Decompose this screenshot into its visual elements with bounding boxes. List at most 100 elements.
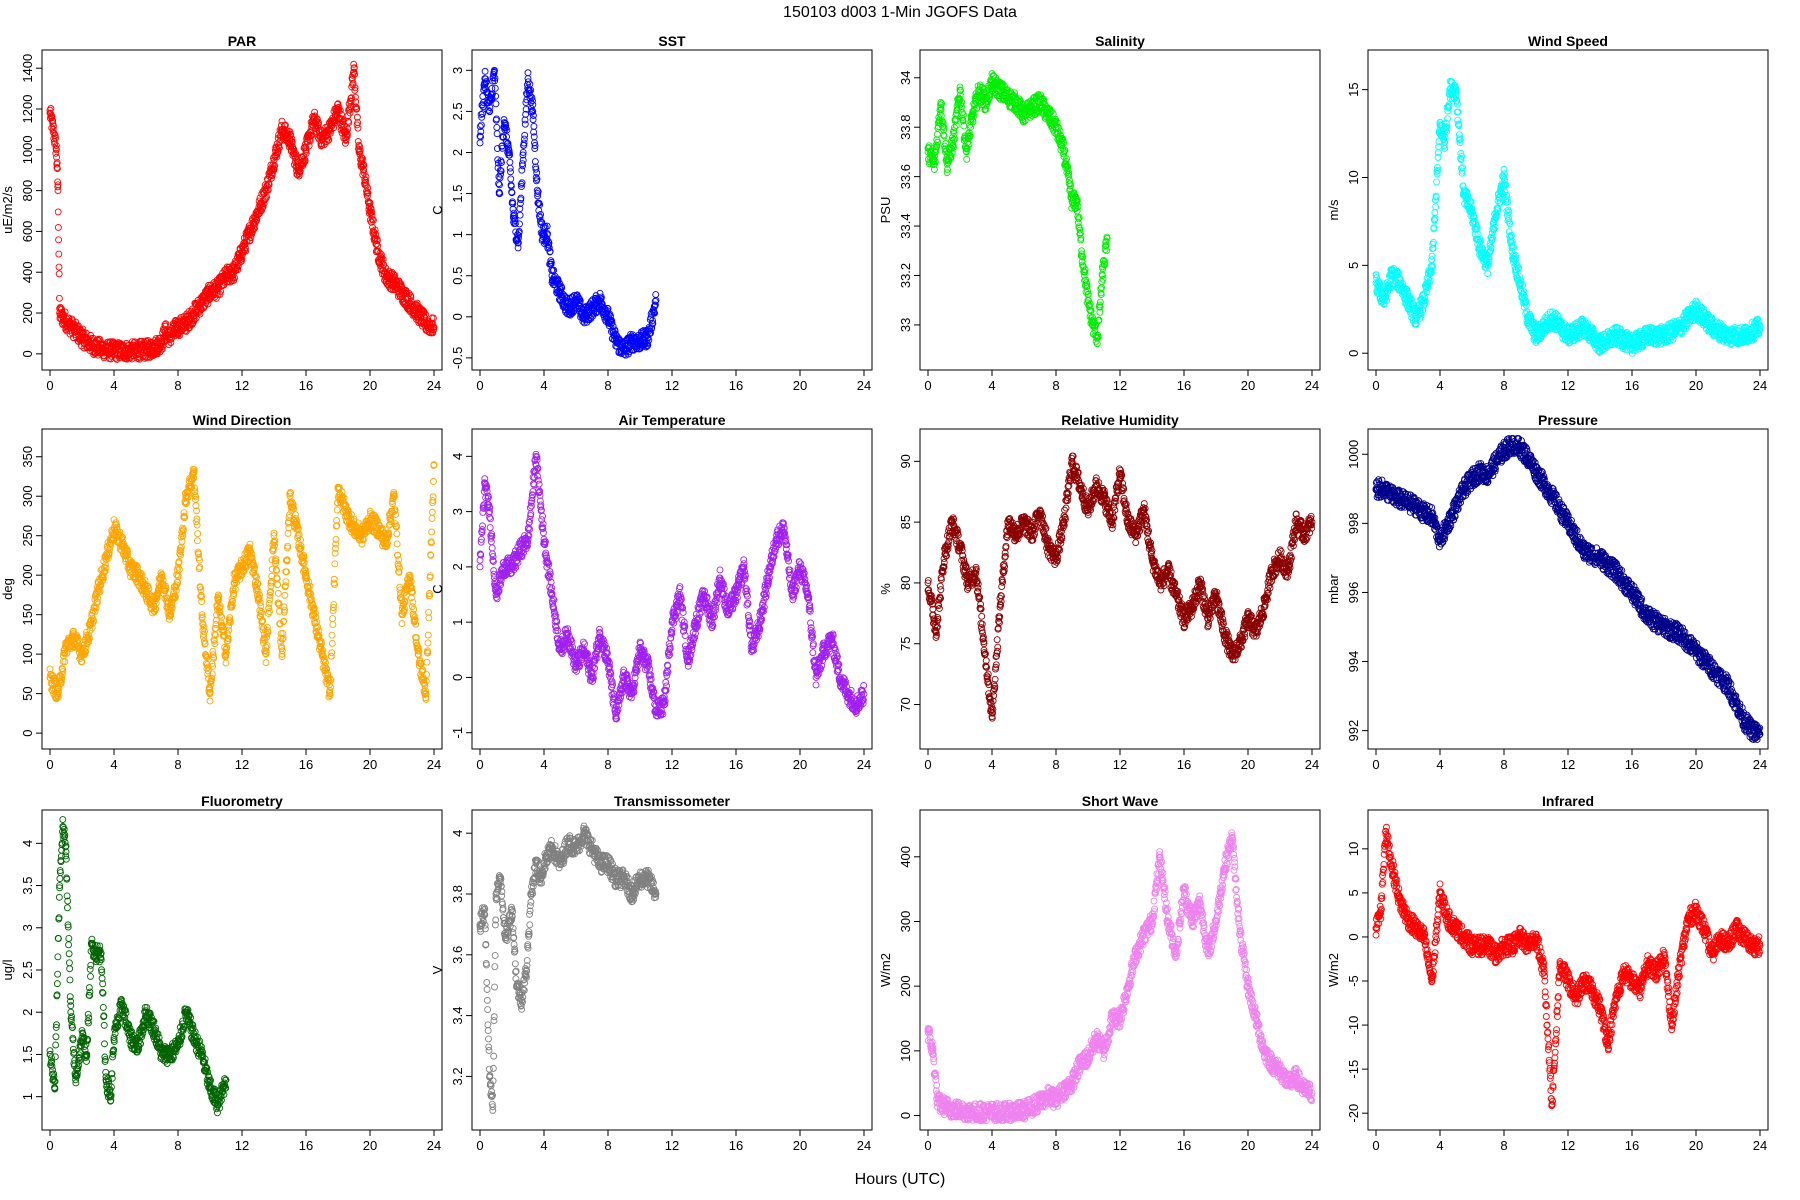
data-point <box>54 178 62 186</box>
data-point <box>52 145 60 152</box>
data-point <box>123 355 131 363</box>
data-point <box>1428 252 1436 260</box>
data-point <box>372 230 380 238</box>
y-tick-label: 0.5 <box>450 267 465 285</box>
y-axis-label: m/s <box>1326 199 1341 220</box>
data-point <box>292 150 300 158</box>
data-point <box>271 161 279 169</box>
x-tick-label: 12 <box>235 757 249 772</box>
data-point <box>530 122 538 130</box>
data-point <box>53 153 61 161</box>
data-point <box>54 181 62 189</box>
data-point <box>335 103 343 111</box>
data-point <box>519 149 527 156</box>
data-point <box>347 94 355 102</box>
data-point <box>1431 209 1439 216</box>
figure-title: 150103 d003 1-Min JGOFS Data <box>783 4 1017 21</box>
data-point <box>313 116 321 124</box>
x-tick-label: 8 <box>174 757 181 772</box>
data-point <box>364 189 372 197</box>
data-point <box>374 242 382 250</box>
x-tick-label: 12 <box>665 378 679 393</box>
data-point <box>264 176 272 184</box>
data-point <box>478 113 486 121</box>
data-point <box>368 208 376 216</box>
x-tick-label: 8 <box>1500 378 1507 393</box>
data-point <box>374 247 382 255</box>
panel-title: PAR <box>228 33 257 49</box>
data-point <box>351 86 359 94</box>
data-point <box>265 180 273 188</box>
data-point <box>273 153 281 161</box>
y-tick-label: 2.5 <box>450 102 465 120</box>
x-tick-label: 12 <box>1561 378 1575 393</box>
data-point <box>247 234 255 242</box>
x-tick-label: 4 <box>110 378 117 393</box>
x-axis: 0 4 8 12 16 20 24 <box>1372 370 1767 393</box>
data-point <box>251 218 259 226</box>
data-point <box>351 93 359 101</box>
data-point <box>190 315 198 323</box>
y-tick-label: 0 <box>450 313 465 320</box>
data-point <box>302 144 310 152</box>
y-tick-label: 15 <box>1346 82 1361 96</box>
data-point <box>362 177 370 184</box>
data-point <box>52 134 59 142</box>
data-point <box>79 325 87 333</box>
y-tick-label: 50 <box>20 686 35 700</box>
data-point <box>234 266 242 274</box>
y-tick-label: 5 <box>1346 262 1361 269</box>
data-point <box>379 255 387 263</box>
data-point <box>268 171 276 179</box>
data-point <box>345 119 353 127</box>
x-tick-label: 24 <box>1753 378 1767 393</box>
y-tick-label: 2 <box>450 149 465 156</box>
x-tick-label: 8 <box>604 378 611 393</box>
data-point <box>162 320 170 328</box>
data-series <box>1372 77 1764 357</box>
y-tick-label: 800 <box>20 180 35 202</box>
y-tick-label: 100 <box>20 643 35 665</box>
x-tick-label: 24 <box>427 378 441 393</box>
data-point <box>246 237 254 244</box>
y-tick-label: 33.2 <box>898 263 913 288</box>
data-point <box>48 113 55 121</box>
x-axis: 0 4 8 12 16 20 24 <box>46 749 441 772</box>
data-point <box>378 254 386 262</box>
data-point <box>343 130 351 138</box>
data-point <box>477 110 485 118</box>
y-tick-label: 350 <box>20 446 35 468</box>
x-tick-label: 20 <box>793 378 807 393</box>
data-point <box>207 281 215 289</box>
data-point <box>347 102 355 110</box>
x-tick-label: 4 <box>1436 378 1443 393</box>
data-point <box>353 104 361 112</box>
data-point <box>58 308 66 316</box>
data-point <box>330 124 338 132</box>
data-point <box>529 107 537 115</box>
x-tick-label: 4 <box>110 757 117 772</box>
data-point <box>492 100 500 108</box>
data-point <box>344 125 352 133</box>
data-point <box>356 147 364 155</box>
data-point <box>231 274 239 282</box>
x-tick-label: 12 <box>1113 378 1127 393</box>
data-point <box>354 137 362 145</box>
data-point <box>337 110 345 118</box>
y-tick-label: 400 <box>20 261 35 283</box>
data-point <box>288 138 296 146</box>
data-point <box>52 142 60 150</box>
data-point <box>55 263 63 271</box>
y-axis-label: PSU <box>878 197 893 224</box>
data-point <box>242 247 250 255</box>
data-point <box>301 143 309 151</box>
data-point <box>326 129 334 137</box>
data-point <box>362 173 370 181</box>
data-point <box>509 205 517 213</box>
x-tick-label: 16 <box>729 378 743 393</box>
data-point <box>288 135 296 143</box>
data-point <box>262 194 270 202</box>
